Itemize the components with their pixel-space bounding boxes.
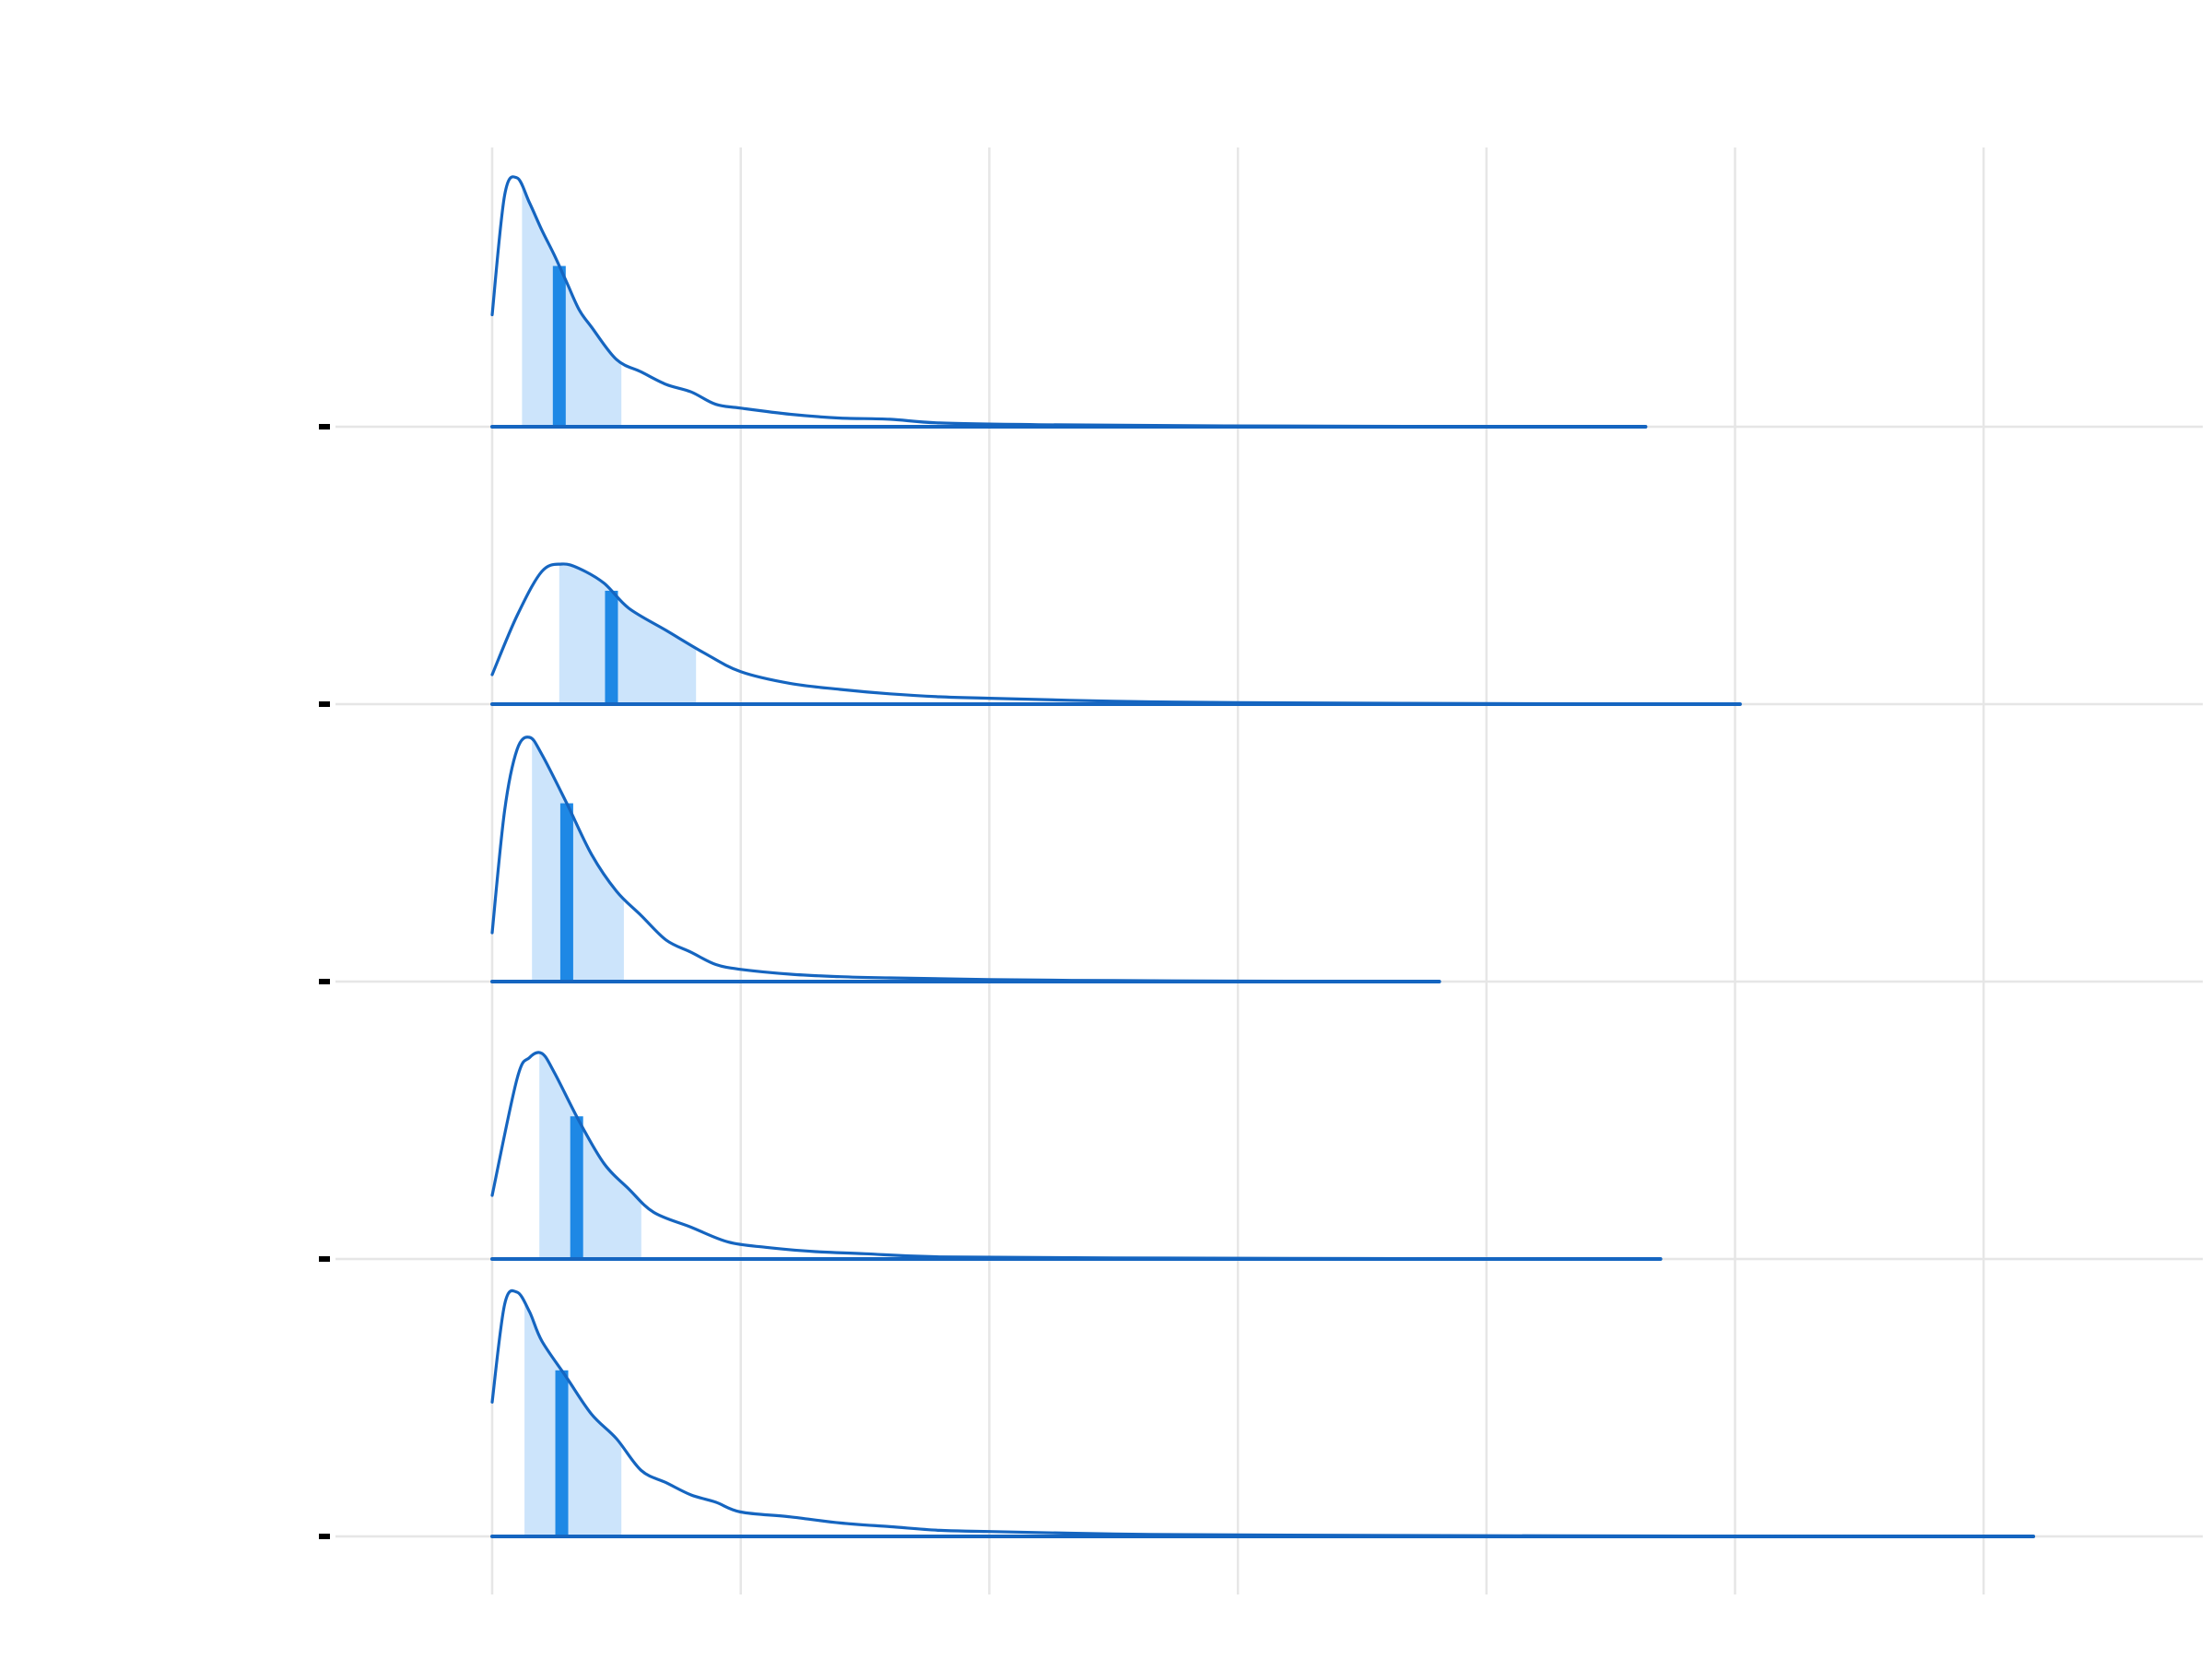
density-curve [490,562,1742,706]
interval-band [522,187,622,428]
ridge-row-2 [490,562,1742,706]
median-bar [559,803,573,982]
interval-band [539,1053,641,1259]
density-curve [490,1051,1663,1261]
interval-band [524,1303,622,1536]
ridge-row-3 [490,735,1441,983]
density-curve [490,1288,2035,1538]
ridge-row-4 [490,1051,1663,1261]
interval-band [559,564,697,704]
density-curve [490,735,1441,983]
median-bar [570,1116,583,1259]
density-curve [490,175,1647,429]
ridge-layer [490,175,2036,1538]
median-bar [555,1370,569,1536]
interval-band [532,740,624,982]
median-bar [605,590,618,704]
ridge-row-1 [490,175,1648,429]
ridge-row-5 [490,1288,2036,1538]
median-bar [552,265,566,427]
